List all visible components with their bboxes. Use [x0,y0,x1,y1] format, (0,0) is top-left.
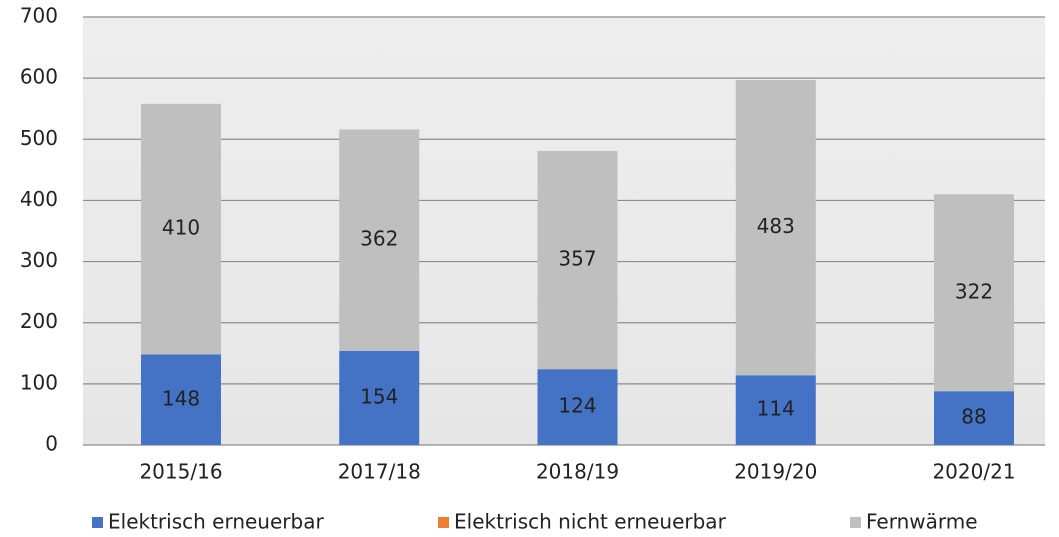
y-tick-label: 400 [20,187,58,211]
legend-label: Fernwärme [866,510,978,534]
legend-swatch [850,517,861,528]
bar-segment [141,354,221,445]
bar-segment [934,194,1014,392]
data-label: 410 [162,216,200,240]
x-tick-label: 2018/19 [536,460,619,484]
bar-segment [339,350,420,445]
bar-segment [537,369,618,445]
x-tick-label: 2019/20 [734,460,817,484]
data-label: 88 [961,405,986,429]
bar-segment [735,79,816,376]
legend-label: Elektrisch erneuerbar [108,510,324,534]
y-tick-label: 100 [20,370,58,394]
legend-swatch [92,517,103,528]
data-label: 362 [360,227,398,251]
data-label: 322 [955,279,993,303]
y-tick-label: 300 [20,248,58,272]
y-tick-label: 500 [20,126,58,150]
bar-segment [934,391,1014,445]
bar-segment [735,375,816,445]
data-label: 357 [558,247,596,271]
y-tick-label: 700 [20,4,58,28]
data-label: 148 [162,386,200,410]
bar-segment [537,150,618,370]
legend-label: Elektrisch nicht erneuerbar [454,510,727,534]
x-tick-label: 2020/21 [932,460,1015,484]
y-tick-label: 200 [20,309,58,333]
bar-segment [339,129,420,351]
data-label: 154 [360,384,398,408]
data-label: 124 [558,394,596,418]
data-label: 483 [757,214,795,238]
data-label: 114 [757,397,795,421]
legend-swatch [438,517,449,528]
x-tick-label: 2015/16 [139,460,222,484]
y-tick-label: 600 [20,65,58,89]
y-tick-label: 0 [45,432,58,456]
x-tick-label: 2017/18 [338,460,421,484]
bar-segment [141,103,221,355]
